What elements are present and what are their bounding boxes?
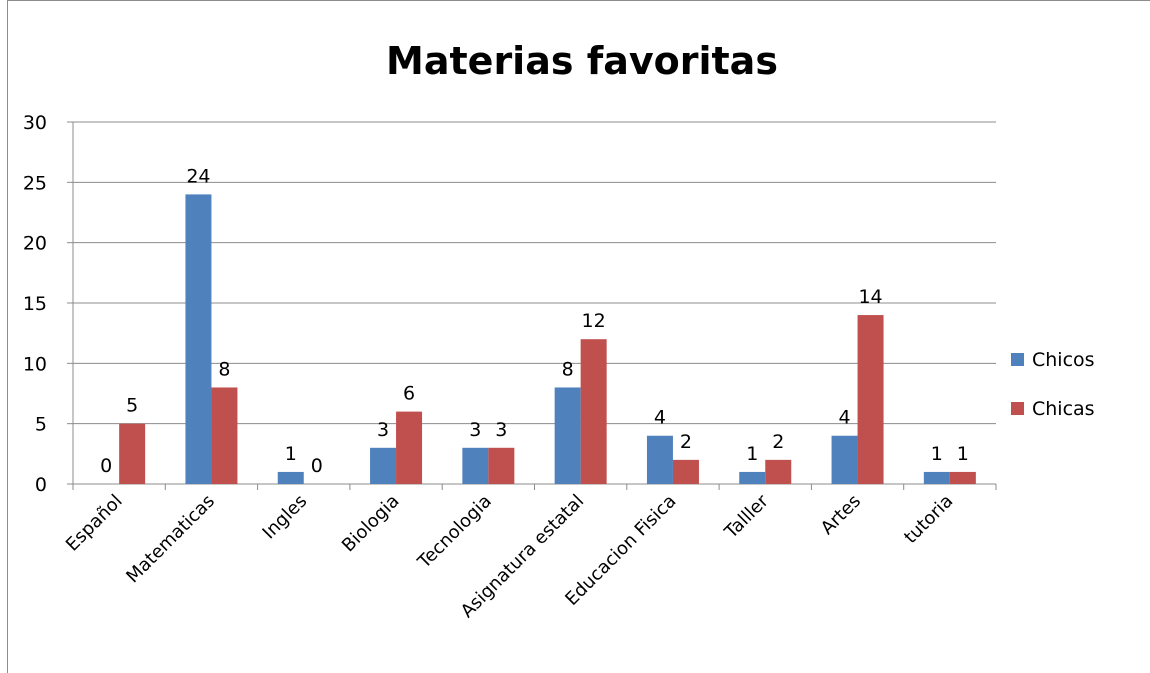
bar-chicas — [857, 315, 884, 484]
bar-chicas — [119, 423, 146, 484]
data-label: 8 — [218, 358, 230, 380]
bar-chicas — [580, 339, 607, 484]
bar-chicas — [765, 459, 792, 484]
data-label: 1 — [746, 443, 758, 465]
legend: Chicos Chicas — [1011, 349, 1095, 420]
bar-chicas — [672, 459, 699, 484]
y-tick-label: 0 — [35, 474, 47, 496]
chart-frame — [7, 0, 1150, 673]
data-label: 6 — [403, 383, 415, 405]
legend-swatch-chicas — [1011, 402, 1024, 415]
category-label: Español — [62, 491, 127, 556]
y-tick-label: 5 — [35, 414, 47, 436]
y-tick-label: 25 — [23, 172, 47, 194]
category-label: Biologia — [338, 491, 404, 557]
data-label: 4 — [839, 407, 851, 429]
category-label: Ingles — [259, 491, 312, 544]
data-label: 8 — [562, 358, 574, 380]
bar-chicas — [949, 471, 976, 484]
category-label: Talller — [720, 490, 773, 543]
data-label: 4 — [654, 407, 666, 429]
data-label: 12 — [582, 310, 606, 332]
data-label: 1 — [931, 443, 943, 465]
data-label: 3 — [469, 419, 481, 441]
bar-chicos — [370, 447, 397, 484]
data-label: 3 — [495, 419, 507, 441]
y-tick-label: 20 — [23, 233, 47, 255]
legend-label: Chicos — [1032, 349, 1095, 371]
data-label: 1 — [957, 443, 969, 465]
category-label: Matematicas — [122, 491, 219, 588]
bar-chicas — [211, 387, 238, 484]
bar-chicos — [739, 471, 766, 484]
data-label: 2 — [680, 431, 692, 453]
data-label: 2 — [772, 431, 784, 453]
data-label: 14 — [858, 286, 882, 308]
category-label: Artes — [817, 491, 865, 539]
bar-chicas — [488, 447, 515, 484]
chart-title: Materias favoritas — [386, 39, 778, 83]
bar-chicos — [185, 194, 212, 484]
bar-chicos — [646, 435, 673, 484]
y-tick-label: 15 — [23, 293, 47, 315]
bar-chicos — [462, 447, 489, 484]
data-label: 3 — [377, 419, 389, 441]
category-label: tutoria — [900, 491, 957, 548]
data-label: 0 — [311, 455, 323, 477]
category-label: Tecnologia — [413, 491, 496, 574]
bar-chicos — [554, 387, 581, 484]
gridlines — [73, 121, 996, 425]
bar-chicos — [923, 471, 950, 484]
bar-chicos — [831, 435, 858, 484]
data-label: 0 — [100, 455, 112, 477]
legend-swatch-chicos — [1011, 353, 1024, 366]
y-tick-label: 30 — [23, 112, 47, 134]
bar-chicas — [396, 411, 423, 484]
data-label: 24 — [186, 165, 210, 187]
y-tick-label: 10 — [23, 353, 47, 375]
data-label: 1 — [285, 443, 297, 465]
legend-label: Chicas — [1032, 398, 1095, 420]
bar-chicos — [277, 471, 304, 484]
data-label: 5 — [126, 395, 138, 417]
bars — [119, 194, 976, 484]
